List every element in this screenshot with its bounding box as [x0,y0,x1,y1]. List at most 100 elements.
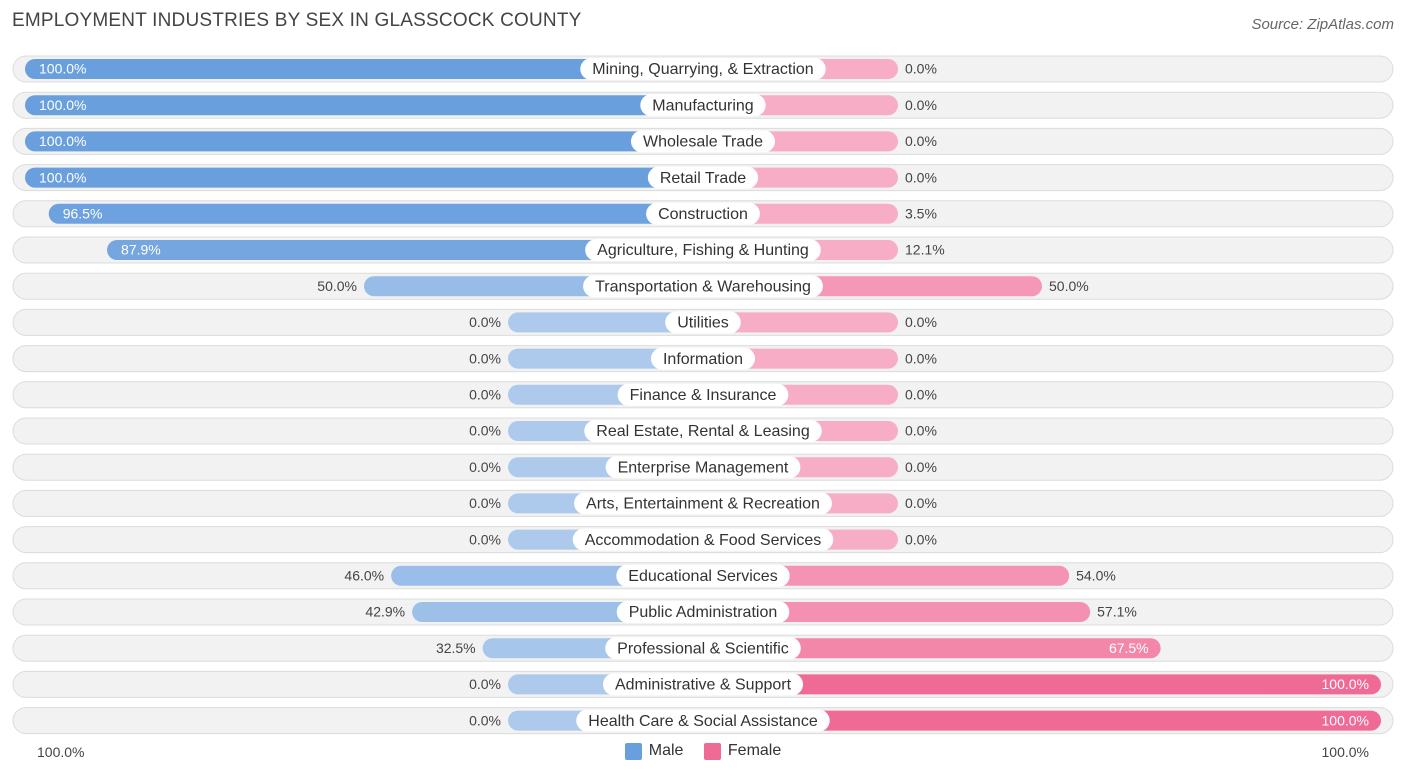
female-value-label: 100.0% [1322,676,1369,692]
male-value-label: 87.9% [121,242,161,258]
female-value-label: 0.0% [905,61,937,77]
female-value-label: 0.0% [905,97,937,113]
chart-row: 46.0% 54.0% Educational Services [12,562,1394,590]
category-label-box [650,347,756,370]
chart-row: 50.0% 50.0% Transportation & Warehousing [12,272,1394,300]
female-bar [703,674,1381,695]
male-value-label: 0.0% [469,712,501,728]
legend-female: Female [703,742,782,760]
category-label: Enterprise Management [618,459,789,476]
category-label-box [580,58,826,80]
category-label: Health Care & Social Assistance [588,713,818,730]
category-label-box [647,166,759,189]
chart-row: 32.5% 67.5% Professional & Scientific [12,634,1394,662]
category-label-box [584,420,822,442]
chart-title: EMPLOYMENT INDUSTRIES BY SEX IN GLASSCOC… [12,10,582,31]
source-credit: Source: ZipAtlas.com [1251,16,1394,33]
female-value-label: 0.0% [905,495,937,511]
male-value-label: 0.0% [469,350,501,366]
axis-right-label: 100.0% [1321,744,1369,760]
female-value-label: 0.0% [905,423,937,439]
male-bar [508,312,703,333]
female-value-label: 67.5% [1109,640,1149,656]
female-value-label: 100.0% [1322,712,1369,728]
chart-row: 0.0% 0.0% Utilities [12,308,1394,336]
category-label-box [617,383,789,406]
female-value-label: 0.0% [905,531,937,547]
chart-row: 0.0% 100.0% Health Care & Social Assistanc… [12,707,1394,735]
category-label: Retail Trade [660,170,746,187]
category-label-box [574,492,832,515]
chart-row: 100.0% 0.0% Retail Trade [12,164,1394,192]
chart-row: 0.0% 0.0% Enterprise Management [12,453,1394,481]
axis-left-label: 100.0% [37,744,85,760]
female-value-label: 54.0% [1076,568,1116,584]
chart-row: 0.0% 100.0% Administrative & Support [12,670,1394,698]
male-value-label: 0.0% [469,314,501,330]
female-bar [703,638,1161,659]
male-value-label: 0.0% [469,676,501,692]
chart-row: 0.0% 0.0% Information [12,345,1394,373]
female-bar [703,565,1070,586]
male-value-label: 0.0% [469,423,501,439]
category-label-box [605,637,801,660]
male-value-label: 100.0% [39,133,86,149]
male-bar [48,203,704,224]
category-label: Mining, Quarrying, & Extraction [592,61,813,78]
female-bar [703,710,1381,731]
chart-row: 100.0% 0.0% Mining, Quarrying, & Extractio… [12,55,1394,83]
category-label-box [640,94,766,117]
category-label-box [630,130,776,153]
male-value-label: 0.0% [469,387,501,403]
male-value-label: 0.0% [469,531,501,547]
category-label-box [616,564,790,587]
category-label-box [602,673,804,696]
male-value-label: 50.0% [317,278,357,294]
male-value-label: 0.0% [469,495,501,511]
chart-row: 0.0% 0.0% Finance & Insurance [12,381,1394,409]
female-value-label: 3.5% [905,206,937,222]
category-label-box [585,239,821,261]
category-label-box [616,601,790,623]
chart-row: 0.0% 0.0% Arts, Entertainment & Recreation [12,489,1394,517]
legend-female-label: Female [727,742,782,759]
male-bar [107,240,703,260]
category-label: Manufacturing [652,97,753,114]
category-label-box [583,275,823,298]
female-bar [703,602,1091,622]
female-value-label: 12.1% [905,242,945,258]
male-value-label: 100.0% [39,97,86,113]
chart-row: 0.0% 0.0% Accommodation & Food Services [12,526,1394,554]
chart-row: 87.9% 12.1% Agriculture, Fishing & Hunting [12,236,1394,264]
female-value-label: 0.0% [905,169,937,185]
category-label: Transportation & Warehousing [595,278,811,295]
category-label: Real Estate, Rental & Leasing [596,423,809,440]
category-label: Professional & Scientific [617,640,789,657]
chart-row: 0.0% 0.0% Real Estate, Rental & Leasing [12,417,1394,445]
category-label-box [605,456,801,479]
category-label: Accommodation & Food Services [585,532,822,549]
male-bar [25,59,703,79]
chart-row: 96.5% 3.5% Construction [12,200,1394,228]
female-value-label: 0.0% [905,133,937,149]
male-value-label: 0.0% [469,459,501,475]
legend: Male Female [0,742,1406,765]
chart-row: 42.9% 57.1% Public Administration [12,598,1394,626]
category-label: Finance & Insurance [630,387,777,404]
category-label-box [665,311,741,334]
female-value-label: 50.0% [1049,278,1089,294]
female-bar [703,312,898,333]
female-value-label: 0.0% [905,459,937,475]
male-bar [25,131,703,152]
female-value-label: 0.0% [905,350,937,366]
category-label: Administrative & Support [615,677,792,694]
chart-row: 100.0% 0.0% Manufacturing [12,91,1394,119]
female-value-label: 0.0% [905,314,937,330]
male-value-label: 46.0% [344,568,384,584]
legend-male-swatch [624,742,642,760]
male-value-label: 42.9% [365,604,405,620]
category-label: Utilities [677,315,729,332]
category-label: Agriculture, Fishing & Hunting [597,242,809,259]
diverging-bar-chart: 100.0% 0.0% Mining, Quarrying, & Extractio… [12,55,1394,735]
female-value-label: 0.0% [905,387,937,403]
